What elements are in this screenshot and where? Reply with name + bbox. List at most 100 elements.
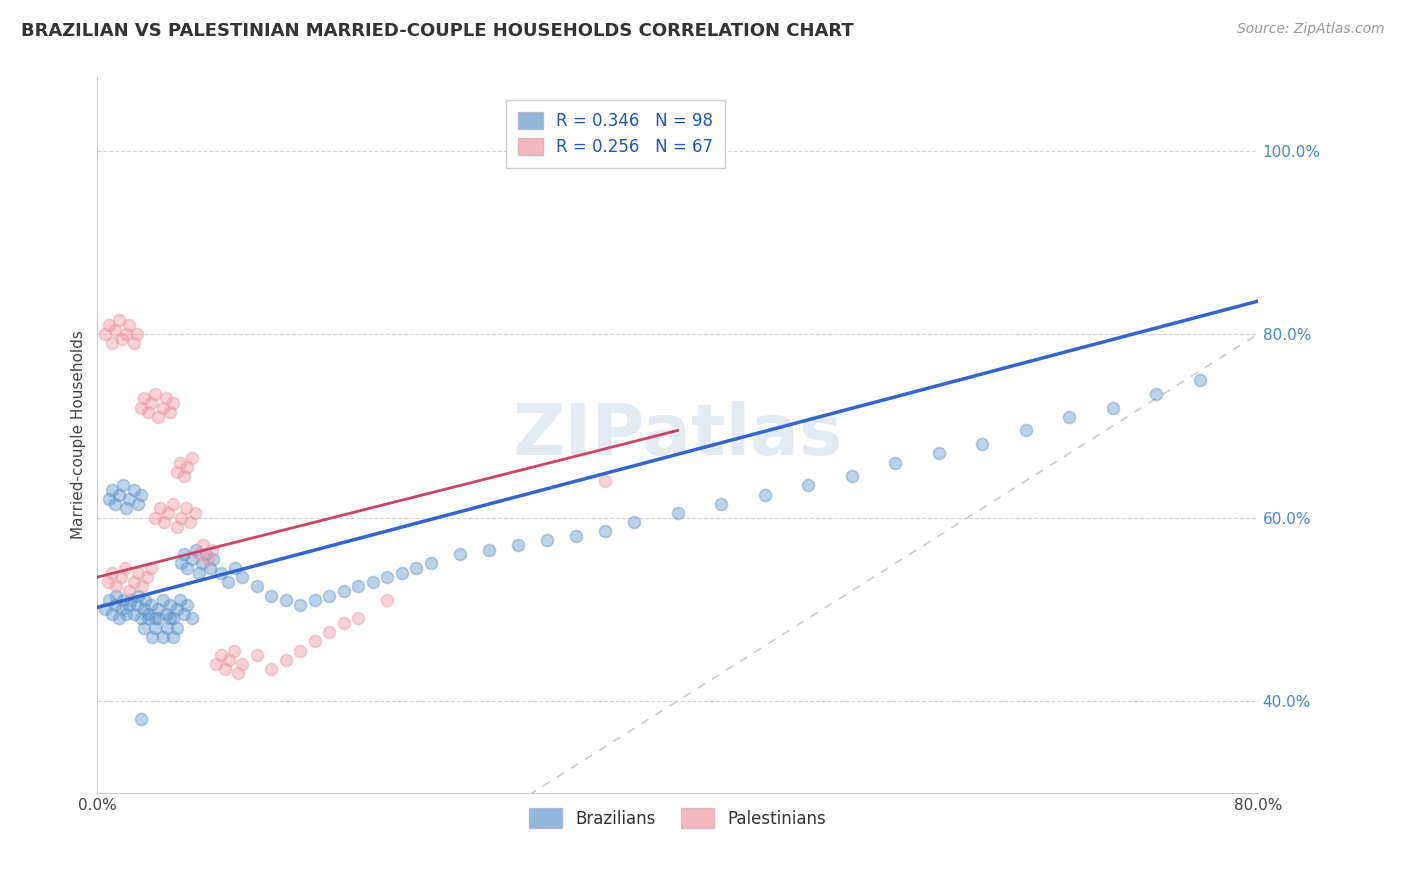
Point [148, 409, 170, 424]
Point [166, 621, 188, 635]
Point [136, 405, 159, 419]
Point [202, 551, 225, 566]
Point [129, 712, 152, 726]
Point [180, 611, 202, 625]
Point [361, 574, 384, 589]
Point [333, 615, 356, 630]
Point [173, 607, 195, 621]
Point [118, 598, 141, 612]
Point [666, 506, 689, 520]
Point [125, 598, 148, 612]
Point [224, 561, 246, 575]
Point [214, 662, 236, 676]
Point [97, 593, 120, 607]
Point [104, 323, 127, 337]
Point [333, 583, 356, 598]
Point [347, 579, 370, 593]
Point [141, 630, 163, 644]
Point [195, 547, 218, 561]
Point [209, 648, 232, 662]
Point [139, 396, 162, 410]
Point [304, 593, 326, 607]
Point [125, 327, 148, 342]
Point [105, 579, 128, 593]
Point [131, 579, 153, 593]
Point [180, 551, 202, 566]
Point [318, 625, 340, 640]
Point [166, 520, 188, 534]
Point [176, 561, 198, 575]
Point [118, 318, 141, 332]
Point [1144, 386, 1167, 401]
Point [105, 589, 128, 603]
Point [1015, 424, 1038, 438]
Point [104, 497, 127, 511]
Point [114, 561, 136, 575]
Point [246, 579, 269, 593]
Point [148, 611, 170, 625]
Point [841, 469, 863, 483]
Point [101, 336, 124, 351]
Point [200, 561, 222, 575]
Point [274, 593, 297, 607]
Point [129, 611, 152, 625]
Point [104, 598, 127, 612]
Point [169, 456, 191, 470]
Point [260, 589, 283, 603]
Point [136, 611, 159, 625]
Point [173, 469, 195, 483]
Point [218, 653, 240, 667]
Point [183, 506, 205, 520]
Point [260, 662, 283, 676]
Point [176, 598, 198, 612]
Point [136, 607, 159, 621]
Point [226, 666, 249, 681]
Point [972, 437, 994, 451]
Point [115, 327, 138, 342]
Point [174, 501, 197, 516]
Point [127, 566, 149, 580]
Point [405, 561, 427, 575]
Point [97, 318, 120, 332]
Point [928, 446, 950, 460]
Point [122, 574, 145, 589]
Point [377, 570, 399, 584]
Point [120, 593, 142, 607]
Text: ZIPatlas: ZIPatlas [513, 401, 842, 469]
Point [152, 401, 174, 415]
Point [1101, 401, 1123, 415]
Point [180, 450, 202, 465]
Point [420, 557, 443, 571]
Point [159, 611, 181, 625]
Point [593, 474, 616, 488]
Point [139, 561, 162, 575]
Point [118, 492, 141, 507]
Point [155, 392, 177, 406]
Point [127, 589, 149, 603]
Point [132, 392, 155, 406]
Point [122, 483, 145, 497]
Point [122, 336, 145, 351]
Point [197, 551, 219, 566]
Point [246, 648, 269, 662]
Point [101, 607, 124, 621]
Point [304, 634, 326, 648]
Point [152, 593, 174, 607]
Point [536, 533, 558, 548]
Point [347, 611, 370, 625]
Point [132, 602, 155, 616]
Point [159, 405, 181, 419]
Point [159, 598, 181, 612]
Point [93, 327, 115, 342]
Point [222, 643, 245, 657]
Text: BRAZILIAN VS PALESTINIAN MARRIED-COUPLE HOUSEHOLDS CORRELATION CHART: BRAZILIAN VS PALESTINIAN MARRIED-COUPLE … [21, 22, 853, 40]
Point [108, 313, 131, 327]
Point [97, 492, 120, 507]
Point [231, 657, 253, 672]
Point [157, 506, 180, 520]
Point [111, 332, 134, 346]
Point [162, 497, 184, 511]
Point [112, 593, 135, 607]
Point [187, 566, 209, 580]
Point [377, 593, 399, 607]
